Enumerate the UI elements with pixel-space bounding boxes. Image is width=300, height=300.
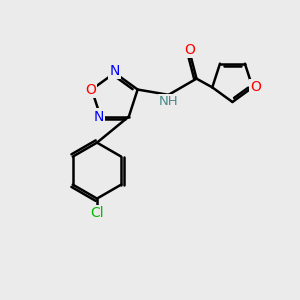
Text: N: N [110, 64, 120, 78]
Text: N: N [94, 110, 104, 124]
Text: Cl: Cl [90, 206, 104, 220]
Text: O: O [250, 80, 261, 94]
Text: O: O [184, 43, 196, 57]
Text: O: O [85, 82, 96, 97]
Text: NH: NH [159, 95, 178, 108]
